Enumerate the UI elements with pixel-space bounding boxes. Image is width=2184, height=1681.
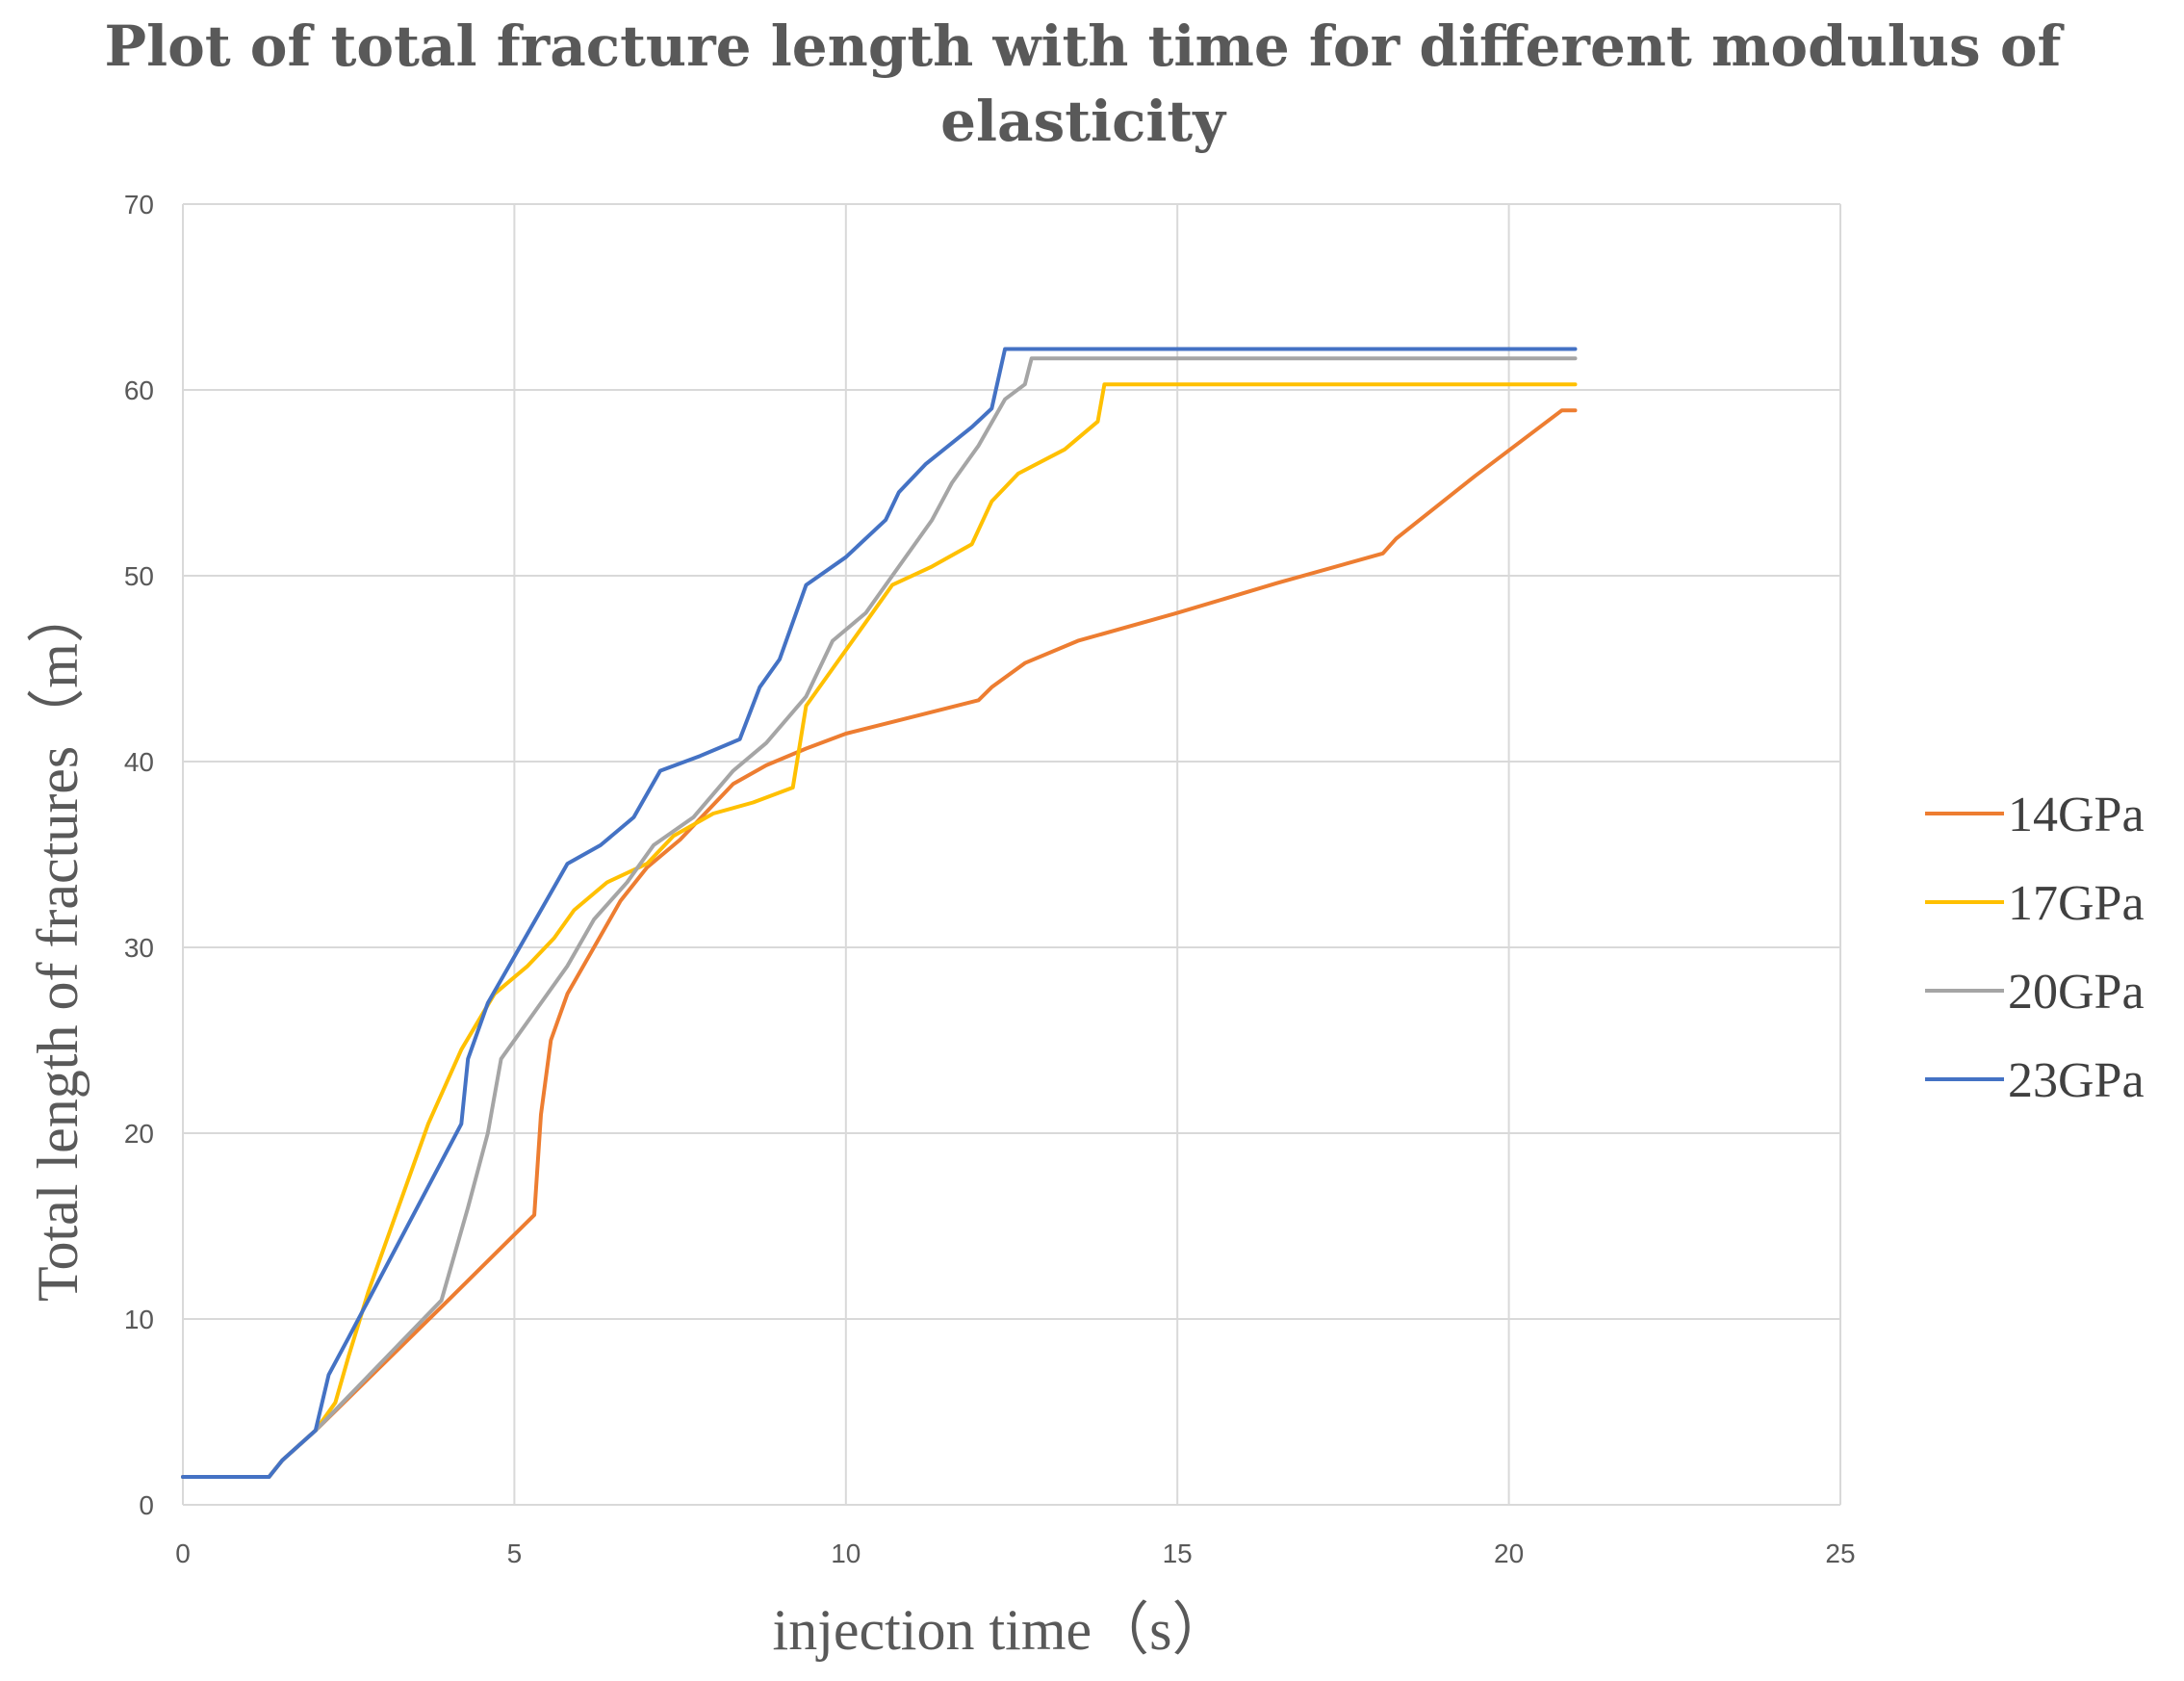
y-tick-label: 70: [124, 190, 154, 220]
series-line-17GPa: [181, 382, 1578, 1479]
y-tick-label: 30: [124, 933, 154, 963]
series-line-23GPa: [181, 347, 1578, 1479]
y-tick-label: 60: [124, 375, 154, 405]
legend-label: 23GPa: [2008, 1053, 2145, 1108]
series-line-14GPa: [181, 408, 1578, 1479]
x-tick-label: 15: [1163, 1539, 1193, 1568]
x-tick-label: 20: [1494, 1539, 1524, 1568]
x-tick-label: 0: [175, 1539, 191, 1568]
y-tick-label: 0: [139, 1490, 154, 1520]
legend-label: 17GPa: [2008, 876, 2145, 931]
grid-lines: [182, 203, 1841, 1506]
legend-label: 14GPa: [2008, 788, 2145, 842]
series-lines: [181, 347, 1578, 1479]
chart-title-line-2: elasticity: [940, 89, 1227, 154]
y-tick-label: 50: [124, 561, 154, 591]
y-axis-label: Total length of fractures（m）: [26, 585, 90, 1302]
y-tick-label: 40: [124, 747, 154, 777]
x-axis-label: injection time（s）: [773, 1598, 1230, 1662]
x-tick-label: 5: [507, 1539, 523, 1568]
series-line-20GPa: [181, 356, 1578, 1479]
axis-tick-labels: 0 10 20 30 40 50 60 70 0 5 10 15 20 25: [124, 190, 1856, 1568]
x-tick-label: 10: [831, 1539, 861, 1568]
legend-label: 20GPa: [2008, 965, 2145, 1020]
y-tick-label: 10: [124, 1305, 154, 1334]
chart-title-line-1: Plot of total fracture length with time …: [104, 13, 2065, 79]
legend: 14GPa 17GPa 20GPa 23GPa: [1925, 788, 2145, 1108]
y-tick-label: 20: [124, 1119, 154, 1149]
x-tick-label: 25: [1825, 1539, 1855, 1568]
